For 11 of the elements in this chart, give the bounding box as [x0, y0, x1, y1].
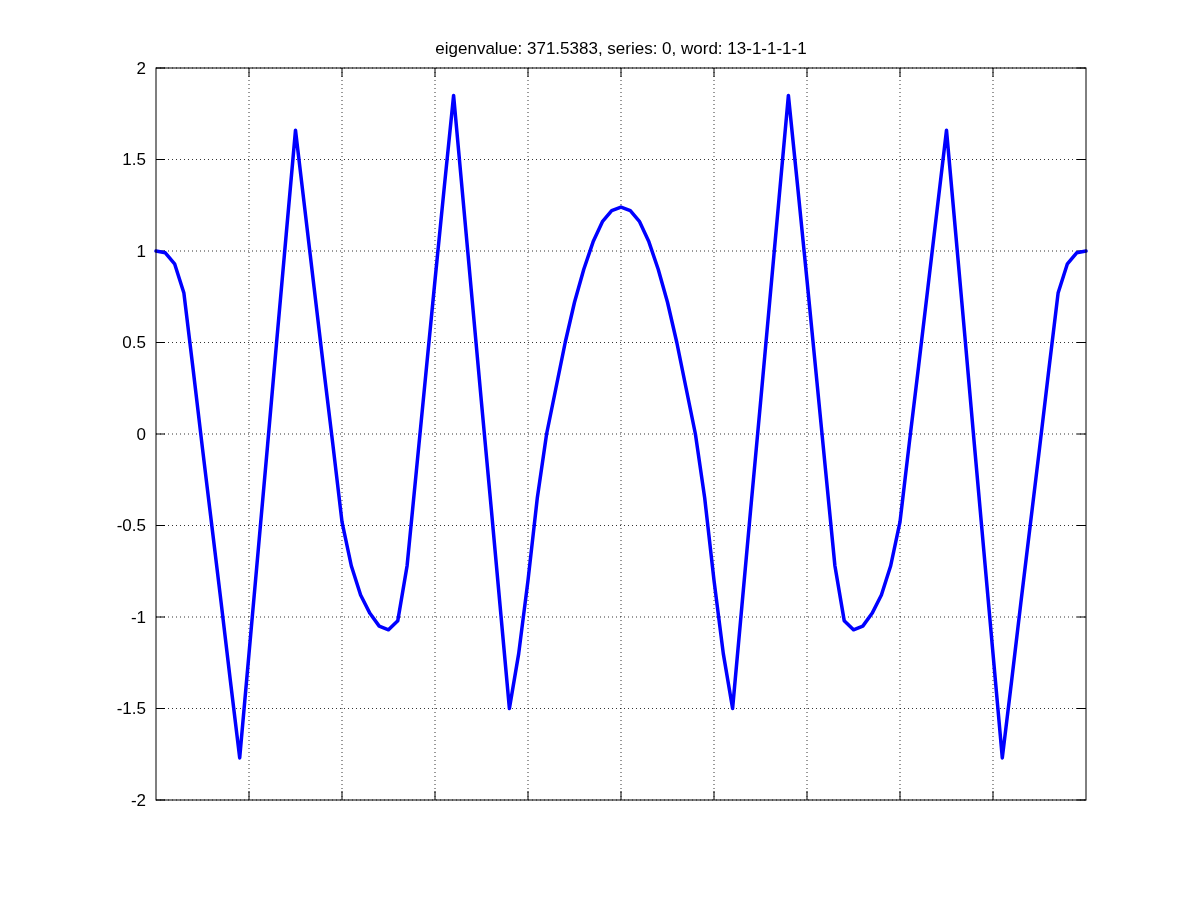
y-tick-label: -2 — [130, 790, 146, 810]
y-tick-label: 0.5 — [122, 333, 146, 353]
y-tick-label: 0 — [136, 424, 146, 444]
y-tick-label: -1 — [130, 607, 146, 627]
y-tick-label: 1.5 — [122, 150, 146, 170]
chart-title: eigenvalue: 371.5383, series: 0, word: 13-1-1-1-1 — [435, 39, 807, 58]
y-tick-label: -1.5 — [116, 699, 146, 719]
line-series — [154, 93, 1088, 760]
y-tick-label: -0.5 — [116, 516, 146, 536]
y-tick-label: 1 — [136, 241, 146, 261]
y-tick-label: 2 — [136, 58, 146, 78]
